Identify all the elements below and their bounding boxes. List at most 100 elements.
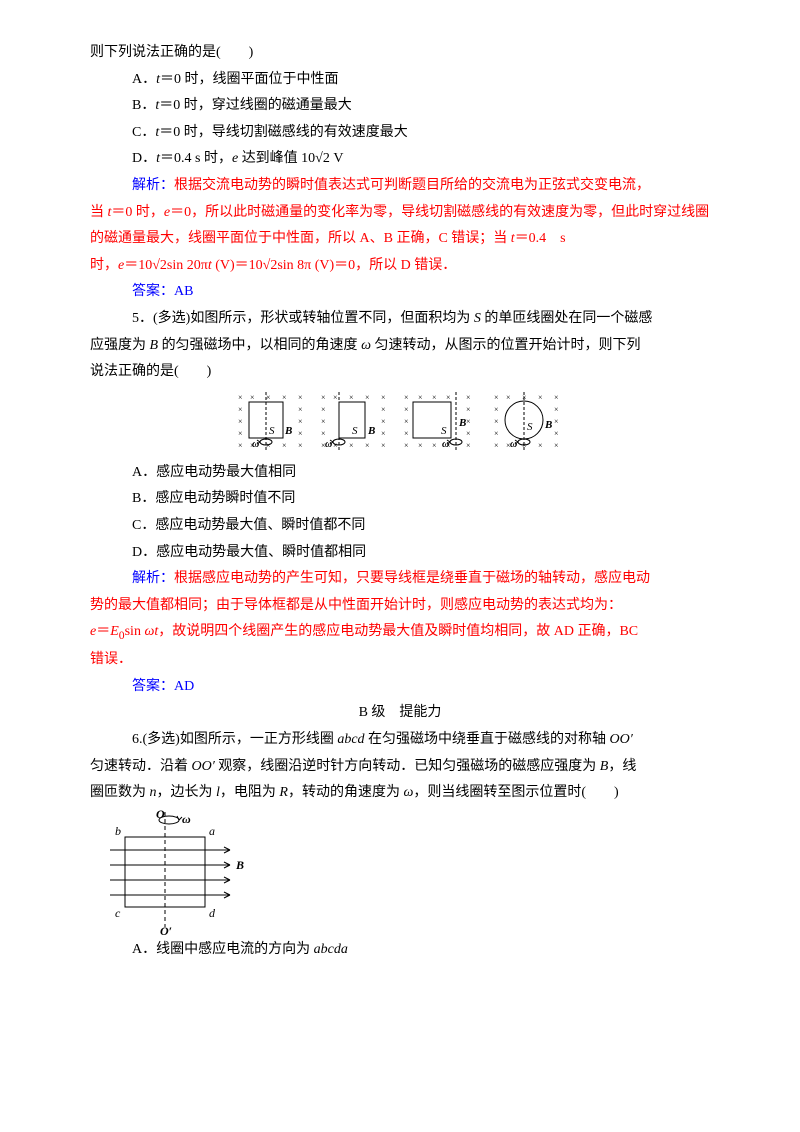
svg-text:×: × bbox=[238, 405, 243, 414]
q5-solution-line2: 势的最大值都相同；由于导体框都是从中性面开始计时，则感应电动势的表达式均为： bbox=[90, 593, 710, 620]
opt-text: ＝0 时，线圈平面位于中性面 bbox=[160, 72, 339, 87]
q5-option-a: A．感应电动势最大值相同 bbox=[90, 460, 710, 487]
page: 则下列说法正确的是( ) A．t＝0 时，线圈平面位于中性面 B．t＝0 时，穿… bbox=[0, 0, 800, 1132]
opt-label: A． bbox=[132, 72, 156, 87]
svg-text:×: × bbox=[349, 393, 354, 402]
opt-text: 达到峰值 10√2 V bbox=[238, 151, 343, 166]
svg-text:×: × bbox=[554, 441, 559, 450]
svg-text:×: × bbox=[266, 441, 271, 450]
coil-diagram-3: ××××× ×× ×× ×× ××××× S B ω bbox=[401, 392, 483, 454]
answer-value: AB bbox=[174, 284, 193, 299]
stem-text: 匀速转动，从图示的位置开始计时，则下列 bbox=[371, 338, 641, 353]
solution-text: ，故说明四个线圈产生的感应电动势最大值及瞬时值均相同，故 AD 正确，BC bbox=[158, 624, 638, 639]
q5-answer: 答案：AD bbox=[90, 674, 710, 701]
q4-solution-line1: 解析：根据交流电动势的瞬时值表达式可判断题目所给的交流电为正弦式交变电流， bbox=[90, 173, 710, 200]
diag-label-b: b bbox=[115, 824, 121, 838]
diag-label-op: O′ bbox=[160, 924, 172, 937]
svg-text:×: × bbox=[381, 417, 386, 426]
var-omega: ω bbox=[361, 338, 371, 353]
svg-text:×: × bbox=[333, 441, 338, 450]
q4-stem: 则下列说法正确的是( ) bbox=[90, 40, 710, 67]
diag-label-b: B bbox=[544, 419, 552, 431]
solution-text: ＝0，所以此时磁通量的变化率为零，导线切割磁感线的有效速度为零，但此时穿过线圈的… bbox=[90, 205, 709, 247]
svg-text:×: × bbox=[538, 441, 543, 450]
coil-diagram-4: ××××× ×× ×× ×× ××××× S B ω bbox=[491, 392, 566, 454]
answer-label: 答案： bbox=[132, 679, 174, 694]
var-abcda: abcda bbox=[314, 942, 348, 957]
svg-text:×: × bbox=[404, 417, 409, 426]
svg-text:×: × bbox=[446, 393, 451, 402]
opt-text: A．线圈中感应电流的方向为 bbox=[132, 942, 314, 957]
solution-label: 解析： bbox=[132, 178, 174, 193]
svg-text:×: × bbox=[238, 393, 243, 402]
q5-stem-line1: 5．(多选)如图所示，形状或转轴位置不同，但面积均为 S 的单匝线圈处在同一个磁… bbox=[90, 306, 710, 333]
var-r: R bbox=[279, 785, 288, 800]
svg-text:×: × bbox=[250, 393, 255, 402]
stem-text: 圈匝数为 bbox=[90, 785, 150, 800]
svg-text:×: × bbox=[321, 429, 326, 438]
svg-text:×: × bbox=[494, 441, 499, 450]
svg-text:×: × bbox=[349, 441, 354, 450]
stem-text: 在匀强磁场中绕垂直于磁感线的对称轴 bbox=[365, 732, 610, 747]
solution-text: (V)＝10√2sin 8π (V)＝0，所以 D 错误． bbox=[212, 258, 457, 273]
svg-text:×: × bbox=[538, 393, 543, 402]
solution-text: 当 bbox=[90, 205, 108, 220]
diag-label-omega: ω bbox=[252, 439, 259, 450]
svg-text:×: × bbox=[466, 441, 471, 450]
stem-text: 的匀强磁场中，以相同的角速度 bbox=[158, 338, 361, 353]
diag-label-b: B bbox=[367, 425, 375, 437]
svg-text:×: × bbox=[381, 441, 386, 450]
svg-text:×: × bbox=[238, 417, 243, 426]
var-oo: OO′ bbox=[192, 759, 215, 774]
svg-text:×: × bbox=[238, 429, 243, 438]
q4-answer: 答案：AB bbox=[90, 279, 710, 306]
svg-text:×: × bbox=[494, 405, 499, 414]
svg-text:×: × bbox=[321, 417, 326, 426]
stem-text: 观察，线圈沿逆时针方向转动．已知匀强磁场的磁感应强度为 bbox=[215, 759, 600, 774]
diag-label-omega: ω bbox=[182, 812, 191, 826]
stem-text: ，边长为 bbox=[157, 785, 217, 800]
opt-label: C． bbox=[132, 125, 155, 140]
diag-label-b: B bbox=[458, 417, 466, 429]
q6-stem-line1: 6.(多选)如图所示，一正方形线圈 abcd 在匀强磁场中绕垂直于磁感线的对称轴… bbox=[90, 727, 710, 754]
svg-text:×: × bbox=[333, 393, 338, 402]
svg-text:×: × bbox=[466, 417, 471, 426]
var-abcd: abcd bbox=[337, 732, 364, 747]
answer-label: 答案： bbox=[132, 284, 174, 299]
q6-option-a: A．线圈中感应电流的方向为 abcda bbox=[90, 937, 710, 964]
q5-option-d: D．感应电动势最大值、瞬时值都相同 bbox=[90, 540, 710, 567]
svg-text:×: × bbox=[432, 393, 437, 402]
q5-solution-line4: 错误． bbox=[90, 647, 710, 674]
var-s: S bbox=[474, 311, 481, 326]
diag-label-a: a bbox=[209, 824, 215, 838]
q4-option-d: D．t＝0.4 s 时，e 达到峰值 10√2 V bbox=[90, 146, 710, 173]
var-b: B bbox=[150, 338, 159, 353]
svg-text:×: × bbox=[404, 441, 409, 450]
coil-diagram-1: ××××× ×× ×× ×× ××××× S B ω bbox=[235, 392, 310, 454]
diag-label-omega: ω bbox=[442, 439, 449, 450]
svg-text:×: × bbox=[365, 393, 370, 402]
q4-option-b: B．t＝0 时，穿过线圈的磁通量最大 bbox=[90, 93, 710, 120]
q6-diagram: O ω a b c d B O′ bbox=[90, 807, 710, 937]
svg-text:×: × bbox=[381, 429, 386, 438]
diag-label-s: S bbox=[352, 425, 358, 437]
svg-text:×: × bbox=[365, 441, 370, 450]
svg-text:×: × bbox=[554, 417, 559, 426]
svg-text:×: × bbox=[494, 417, 499, 426]
opt-text: ＝0 时，穿过线圈的磁通量最大 bbox=[159, 98, 352, 113]
solution-text: sin bbox=[125, 624, 145, 639]
svg-text:×: × bbox=[404, 393, 409, 402]
svg-text:×: × bbox=[432, 441, 437, 450]
q4-solution-line2: 当 t＝0 时，e＝0，所以此时磁通量的变化率为零，导线切割磁感线的有效速度为零… bbox=[90, 200, 710, 253]
svg-text:×: × bbox=[282, 441, 287, 450]
stem-text: ，转动的角速度为 bbox=[288, 785, 404, 800]
stem-text: ，电阻为 bbox=[220, 785, 280, 800]
svg-text:×: × bbox=[298, 405, 303, 414]
stem-text: 的单匝线圈处在同一个磁感 bbox=[481, 311, 653, 326]
solution-text: 时， bbox=[90, 258, 118, 273]
q5-option-b: B．感应电动势瞬时值不同 bbox=[90, 486, 710, 513]
svg-text:×: × bbox=[381, 405, 386, 414]
solution-label: 解析： bbox=[132, 571, 174, 586]
opt-text: ＝0.4 s 时， bbox=[160, 151, 232, 166]
svg-text:×: × bbox=[418, 393, 423, 402]
